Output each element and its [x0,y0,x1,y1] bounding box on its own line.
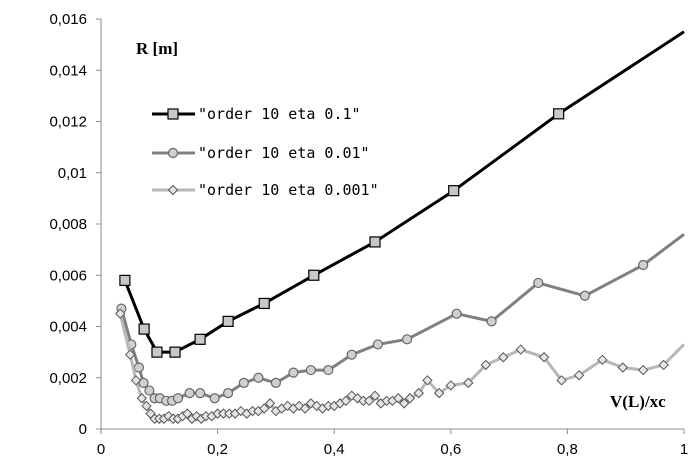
data-point [309,270,319,280]
legend-label: "order 10 eta 0.01" [198,144,370,162]
data-point [580,291,589,300]
data-point [289,368,298,377]
data-point [134,363,143,372]
data-point [173,394,182,403]
legend: "order 10 eta 0.1" "order 10 eta 0.01" "or… [152,105,379,199]
x-tick-label: 0,8 [557,441,578,458]
y-tick-label: 0,002 [49,370,87,387]
data-point [618,363,627,372]
y-tick-label: 0,012 [49,114,87,131]
x-axis-title: V(L)/xc [610,392,666,411]
y-axis-title: R [m] [136,39,178,58]
data-point [139,324,149,334]
y-tick-label: 0,01 [58,165,87,182]
data-point [373,340,382,349]
y-tick-label: 0,008 [49,216,87,233]
data-point [554,109,564,119]
data-point [499,353,508,362]
data-point [516,345,525,354]
data-point [239,378,248,387]
y-tick-label: 0 [79,421,87,438]
data-point [170,347,180,357]
data-point [185,389,194,398]
y-tick-label: 0,004 [49,319,87,336]
data-point [306,366,315,375]
legend-item-2: "order 10 eta 0.01" [152,144,370,162]
data-point [224,389,233,398]
data-point [639,261,648,270]
y-tick-label: 0,014 [49,62,87,79]
data-point [639,366,648,375]
data-point [223,316,233,326]
data-point [452,309,461,318]
data-point [487,317,496,326]
series-line [121,234,684,400]
x-tick-label: 0 [97,441,105,458]
data-point [259,298,269,308]
series-group [116,32,684,423]
legend-label: "order 10 eta 0.001" [198,181,379,199]
data-point [152,347,162,357]
data-point [370,237,380,247]
data-point [324,366,333,375]
y-tick-label: 0,006 [49,267,87,284]
data-point [195,334,205,344]
data-point [403,335,412,344]
x-tick-label: 1 [680,441,688,458]
series-3 [116,309,684,423]
data-point [210,394,219,403]
legend-item-3: "order 10 eta 0.001" [152,181,379,199]
data-point [169,149,178,158]
data-point [449,186,459,196]
x-tick-label: 0,4 [324,441,345,458]
data-point [169,186,178,195]
data-point [347,350,356,359]
data-point [196,389,205,398]
x-tick-label: 0,2 [207,441,228,458]
y-tick-label: 0,016 [49,11,87,28]
data-point [254,373,263,382]
data-point [534,278,543,287]
legend-label: "order 10 eta 0.1" [198,105,361,123]
data-point [120,275,130,285]
legend-item-1: "order 10 eta 0.1" [152,105,361,123]
data-point [271,378,280,387]
x-tick-label: 0,6 [440,441,461,458]
data-point [168,109,178,119]
series-2 [117,234,684,405]
